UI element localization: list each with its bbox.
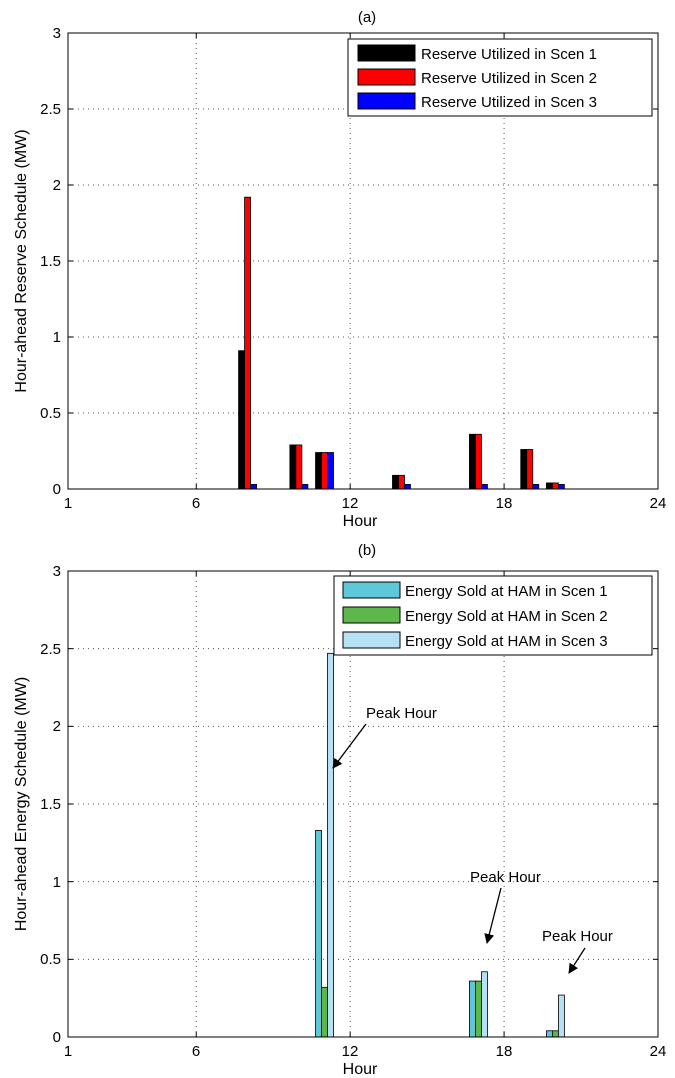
bar: [315, 452, 322, 490]
x-tick-label: 1: [64, 495, 72, 512]
bar: [551, 482, 559, 490]
x-tick-label: 18: [496, 1043, 513, 1060]
bar: [526, 449, 534, 490]
legend-label-scen3: Reserve Utilized in Scen 3: [421, 94, 597, 111]
legend-swatch-scen1: [357, 44, 416, 62]
chart-b-x-tick-labels: 1 6 12 18 24: [64, 1043, 667, 1060]
bar: [557, 484, 565, 490]
bar: [404, 484, 411, 490]
chart-a-xlabel: Hour: [343, 513, 378, 530]
y-tick-label: 0.5: [40, 405, 61, 422]
chart-b: (b) 1 6 12 18 24 0 0.5 1 1.5 2 2.5 3 Hou…: [13, 542, 666, 1078]
bar: [238, 350, 245, 490]
chart-a-bars: [238, 196, 565, 490]
x-tick-label: 6: [192, 1043, 200, 1060]
bar: [250, 484, 257, 490]
x-tick-label: 24: [650, 1043, 667, 1060]
y-tick-label: 0.5: [40, 951, 61, 968]
legend-swatch-scen1: [342, 581, 401, 599]
bar: [315, 830, 322, 1038]
chart-b-y-tick-labels: 0 0.5 1 1.5 2 2.5 3: [40, 563, 61, 1046]
bar: [392, 474, 399, 490]
x-tick-label: 12: [342, 495, 359, 512]
y-tick-label: 3: [53, 563, 61, 580]
bar: [327, 452, 334, 490]
chart-b-ylabel: Hour-ahead Energy Schedule (MW): [13, 677, 30, 931]
legend-swatch-scen3: [357, 92, 416, 110]
chart-a-title: (a): [358, 9, 376, 26]
y-tick-label: 2: [53, 177, 61, 194]
bar: [520, 449, 528, 490]
bar: [289, 444, 297, 490]
chart-b-title: (b): [358, 542, 376, 559]
y-tick-label: 2: [53, 718, 61, 735]
chart-b-annotations: Peak Hour Peak Hour Peak Hour: [332, 705, 613, 974]
annotation-label: Peak Hour: [470, 869, 541, 886]
bar: [469, 433, 476, 490]
bar: [244, 196, 251, 490]
y-tick-label: 1: [53, 874, 61, 891]
bar: [557, 994, 565, 1038]
legend-label-scen1: Reserve Utilized in Scen 1: [421, 46, 597, 63]
annotation-label: Peak Hour: [542, 928, 613, 945]
annotation-arrow: [332, 723, 367, 769]
chart-a-ticks: [67, 32, 659, 490]
y-tick-label: 1.5: [40, 253, 61, 270]
bar: [475, 980, 482, 1038]
chart-a-x-tick-labels: 1 6 12 18 24: [64, 495, 667, 512]
chart-a-ylabel: Hour-ahead Reserve Schedule (MW): [13, 129, 30, 392]
x-tick-label: 1: [64, 1043, 72, 1060]
bar: [321, 452, 328, 490]
bar: [295, 444, 303, 490]
bar: [321, 986, 328, 1038]
chart-a-y-tick-labels: 0 0.5 1 1.5 2 2.5 3: [40, 25, 61, 498]
annotation-label: Peak Hour: [366, 705, 437, 722]
bar: [532, 484, 540, 490]
chart-b-ticks: [67, 570, 659, 1038]
y-tick-label: 1.5: [40, 796, 61, 813]
bar: [398, 474, 405, 490]
chart-b-xlabel: Hour: [343, 1061, 378, 1078]
legend-label-scen1: Energy Sold at HAM in Scen 1: [405, 583, 608, 600]
bar: [301, 484, 309, 490]
bar: [551, 1030, 559, 1038]
bar: [327, 652, 334, 1038]
y-tick-label: 2.5: [40, 641, 61, 658]
x-tick-label: 12: [342, 1043, 359, 1060]
y-tick-label: 3: [53, 25, 61, 42]
bar: [481, 971, 488, 1038]
legend-label-scen2: Energy Sold at HAM in Scen 2: [405, 608, 608, 625]
legend-label-scen3: Energy Sold at HAM in Scen 3: [405, 633, 608, 650]
x-tick-label: 24: [650, 495, 667, 512]
legend-swatch-scen2: [342, 606, 401, 624]
chart-a: (a) 1 6 12 18 24 0 0.5 1 1.5 2 2.5 3 Hou…: [13, 9, 666, 530]
bar: [545, 482, 553, 490]
chart-a-legend: Reserve Utilized in Scen 1 Reserve Utili…: [347, 38, 653, 117]
x-tick-label: 18: [496, 495, 513, 512]
bar: [545, 1030, 553, 1038]
bar: [481, 484, 488, 490]
bar: [469, 980, 476, 1038]
annotation-arrow: [484, 887, 502, 944]
y-tick-label: 0: [53, 1029, 61, 1046]
y-tick-label: 1: [53, 329, 61, 346]
legend-swatch-scen2: [357, 68, 416, 86]
annotation-arrow: [568, 947, 586, 974]
x-tick-label: 6: [192, 495, 200, 512]
y-tick-label: 0: [53, 481, 61, 498]
bar: [475, 433, 482, 490]
legend-label-scen2: Reserve Utilized in Scen 2: [421, 70, 597, 87]
legend-swatch-scen3: [342, 631, 401, 649]
chart-b-legend: Energy Sold at HAM in Scen 1 Energy Sold…: [333, 575, 653, 656]
y-tick-label: 2.5: [40, 101, 61, 118]
